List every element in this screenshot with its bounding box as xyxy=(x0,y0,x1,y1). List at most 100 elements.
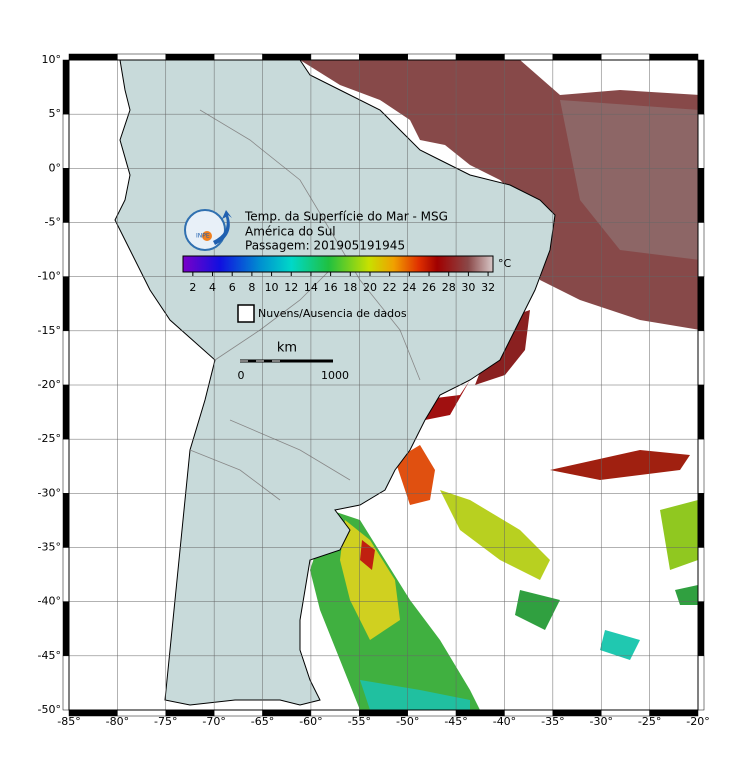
lat-tick-label: -50° xyxy=(38,703,61,716)
lat-tick-label: -45° xyxy=(38,649,61,662)
frame-segment xyxy=(697,276,705,332)
lon-tick-label: -25° xyxy=(638,715,661,728)
frame-segment xyxy=(62,168,70,223)
sst-mild xyxy=(660,500,698,570)
frame-segment xyxy=(117,53,167,61)
lon-tick-label: -75° xyxy=(154,715,177,728)
frame-segment xyxy=(62,655,70,711)
sst-warm xyxy=(395,445,435,505)
colorbar-tick-label: 22 xyxy=(383,281,397,294)
sst-mild xyxy=(340,520,400,640)
lat-tick-label: -15° xyxy=(38,324,61,337)
sst-cool xyxy=(360,680,470,710)
sst-cool xyxy=(515,590,560,630)
lon-tick-label: -35° xyxy=(541,715,564,728)
colorbar-tick-label: 26 xyxy=(422,281,436,294)
sst-warm xyxy=(550,450,690,480)
frame-segment xyxy=(697,655,705,711)
frame-segment xyxy=(697,384,705,440)
lat-tick-label: -25° xyxy=(38,432,61,445)
frame-segment xyxy=(697,222,705,277)
map-border xyxy=(68,59,699,711)
frame-segment xyxy=(359,53,408,61)
frame-segment xyxy=(455,53,505,61)
frame-segment xyxy=(62,113,70,169)
lat-tick-label: 0° xyxy=(49,161,62,174)
frame-segment xyxy=(697,330,705,386)
logo-arrow xyxy=(213,210,232,245)
legend-swatch xyxy=(237,304,255,323)
frame-segment xyxy=(697,113,705,169)
logo-text: INPE xyxy=(196,233,210,240)
colorbar-tick-label: 20 xyxy=(363,281,377,294)
borders xyxy=(189,109,421,501)
colorbar-tick-label: 32 xyxy=(481,281,495,294)
logo-sun xyxy=(202,231,212,241)
frame-segment xyxy=(62,222,70,277)
grid xyxy=(69,60,698,710)
frame-segment xyxy=(62,330,70,386)
colorbar-unit: °C xyxy=(498,257,512,270)
lon-tick-label: -55° xyxy=(348,715,371,728)
frame-segment xyxy=(62,493,70,548)
frame-segment xyxy=(697,601,705,657)
sst-cool xyxy=(600,630,640,660)
lat-tick-label: -5° xyxy=(45,216,61,229)
colorbar-tick-label: 10 xyxy=(265,281,279,294)
colorbar-tick-label: 6 xyxy=(229,281,236,294)
frame-segment xyxy=(649,53,699,61)
colorbar xyxy=(182,255,494,273)
sst-cool xyxy=(675,585,698,605)
colorbar-tick-label: 30 xyxy=(461,281,475,294)
legend-label: Nuvens/Ausencia de dados xyxy=(258,307,407,320)
scale-unit: km xyxy=(277,341,297,356)
frame-segment xyxy=(697,547,705,602)
frame-segment xyxy=(62,438,70,494)
colorbar-tick-label: 24 xyxy=(402,281,416,294)
logo xyxy=(184,209,226,251)
lat-tick-label: -20° xyxy=(38,378,61,391)
frame-segment xyxy=(504,53,554,61)
frame-segment xyxy=(62,601,70,657)
colorbar-tick-label: 8 xyxy=(248,281,255,294)
lat-tick-label: -40° xyxy=(38,595,61,608)
lon-tick-label: -40° xyxy=(493,715,516,728)
frame-segment xyxy=(62,276,70,332)
lon-tick-label: -45° xyxy=(444,715,467,728)
colorbar-tick-label: 16 xyxy=(324,281,338,294)
frame-segment xyxy=(62,384,70,440)
lat-tick-label: -30° xyxy=(38,486,61,499)
lat-tick-label: -35° xyxy=(38,541,61,554)
frame-segment xyxy=(697,438,705,494)
frame-segment xyxy=(697,168,705,223)
sst-mild xyxy=(440,490,550,580)
frame-segment xyxy=(62,547,70,602)
colorbar-tick-label: 28 xyxy=(442,281,456,294)
lat-tick-label: 5° xyxy=(49,107,62,120)
sst-warm xyxy=(560,100,698,260)
frame-segment xyxy=(697,59,705,115)
colorbar-tick-label: 18 xyxy=(343,281,357,294)
lon-tick-label: -80° xyxy=(106,715,129,728)
scale-end: 1000 xyxy=(321,369,349,382)
colorbar-ticks: 2 4 6 8 10 12 14 16 18 20 22 24 26 28 30 32 xyxy=(189,272,495,294)
frame-segment xyxy=(407,53,457,61)
lat-tick-label: -10° xyxy=(38,270,61,283)
frame xyxy=(62,53,705,717)
lon-tick-label: -85° xyxy=(57,715,80,728)
frame-segment xyxy=(165,53,215,61)
lat-tick-label: 10° xyxy=(42,53,62,66)
frame-segment xyxy=(600,53,650,61)
frame-segment xyxy=(310,53,360,61)
frame-segment xyxy=(68,53,118,61)
lon-tick-label: -60° xyxy=(299,715,322,728)
sst-warm xyxy=(420,380,470,420)
frame-segment xyxy=(213,53,263,61)
lon-tick-label: -20° xyxy=(686,715,709,728)
colorbar-tick-label: 12 xyxy=(284,281,298,294)
frame-segment xyxy=(552,53,602,61)
lon-tick-label: -50° xyxy=(396,715,419,728)
lon-tick-label: -70° xyxy=(202,715,225,728)
lon-tick-label: -30° xyxy=(589,715,612,728)
